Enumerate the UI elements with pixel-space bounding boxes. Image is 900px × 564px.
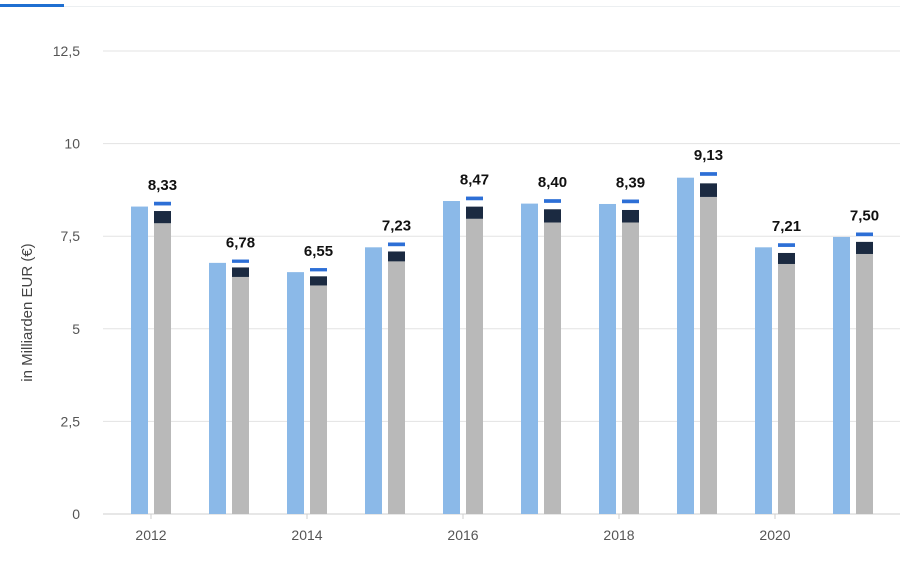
bar-stack-segment[interactable] (310, 285, 327, 514)
bar-stack-segment[interactable] (700, 175, 717, 184)
top-divider (0, 6, 900, 7)
bar-left[interactable] (365, 247, 382, 514)
x-tick-label: 2012 (135, 527, 166, 543)
data-label: 7,23 (382, 217, 411, 234)
bar-stack-segment[interactable] (154, 205, 171, 212)
bar-stack-segment[interactable] (778, 263, 795, 514)
x-tick-label: 2016 (447, 527, 478, 543)
bar-stack-segment[interactable] (310, 271, 327, 277)
bar-stack-segment[interactable] (388, 242, 405, 247)
x-tick-label: 2014 (291, 527, 322, 543)
data-label: 6,55 (304, 243, 333, 260)
bar-stack-segment[interactable] (388, 251, 405, 262)
y-tick-label: 12,5 (53, 43, 80, 59)
bar-stack-segment[interactable] (700, 183, 717, 197)
bar-stack-segment[interactable] (856, 241, 873, 254)
bar-stack-segment[interactable] (232, 259, 249, 263)
data-label: 7,50 (850, 207, 879, 224)
bar-stack-segment[interactable] (856, 253, 873, 515)
bar-stack-segment[interactable] (466, 218, 483, 514)
bar-left[interactable] (755, 247, 772, 514)
data-label: 7,21 (772, 218, 801, 235)
bar-stack-segment[interactable] (388, 261, 405, 514)
bar-stack-segment[interactable] (544, 199, 561, 203)
active-tab-indicator[interactable] (0, 4, 64, 7)
bar-stack-segment[interactable] (466, 196, 483, 201)
bar-stack-segment[interactable] (310, 268, 327, 272)
bar-left[interactable] (599, 203, 616, 514)
bar-stack-segment[interactable] (778, 243, 795, 247)
bar-left[interactable] (521, 203, 538, 514)
bar-stack-segment[interactable] (700, 172, 717, 176)
bar-stack-segment[interactable] (856, 236, 873, 242)
bar-stack-segment[interactable] (622, 199, 639, 204)
bar-stack-segment[interactable] (232, 276, 249, 514)
bar-left[interactable] (287, 272, 304, 514)
y-tick-label: 0 (72, 506, 80, 522)
bar-stack-segment[interactable] (154, 211, 171, 224)
bar-stack-segment[interactable] (778, 246, 795, 253)
bar-stack-segment[interactable] (544, 222, 561, 515)
bar-stack-segment[interactable] (856, 232, 873, 237)
bar-stack-segment[interactable] (466, 200, 483, 207)
y-tick-label: 5 (72, 321, 80, 337)
bar-stack-segment[interactable] (388, 246, 405, 252)
bar-stack-segment[interactable] (700, 196, 717, 514)
bar-stack-segment[interactable] (310, 276, 327, 286)
y-tick-label: 10 (64, 136, 80, 152)
bar-stack-segment[interactable] (544, 202, 561, 210)
bar-stack-segment[interactable] (154, 223, 171, 514)
bar-left[interactable] (209, 262, 226, 514)
x-tick-label: 2018 (603, 527, 634, 543)
bar-stack-segment[interactable] (778, 252, 795, 264)
y-tick-label: 7,5 (61, 228, 81, 244)
bar-left[interactable] (833, 236, 850, 514)
data-label: 6,78 (226, 235, 255, 252)
bar-stack-segment[interactable] (232, 267, 249, 277)
x-tick-label: 2020 (759, 527, 790, 543)
bar-stack-segment[interactable] (622, 209, 639, 223)
bar-stack-segment[interactable] (154, 201, 171, 206)
y-tick-label: 2,5 (61, 413, 81, 429)
data-label: 8,33 (148, 177, 177, 194)
y-axis-label: in Milliarden EUR (€) (19, 243, 36, 381)
bar-left[interactable] (443, 201, 460, 514)
bar-stack-segment[interactable] (544, 209, 561, 223)
data-label: 8,39 (616, 175, 645, 192)
bar-left[interactable] (131, 206, 148, 514)
data-label: 8,47 (460, 172, 489, 189)
bar-left[interactable] (677, 177, 694, 514)
data-label: 9,13 (694, 147, 723, 164)
data-label: 8,40 (538, 174, 567, 191)
bar-stack-segment[interactable] (622, 222, 639, 515)
bar-stack-segment[interactable] (622, 203, 639, 210)
bar-stack-segment[interactable] (232, 262, 249, 268)
bar-stack-segment[interactable] (466, 206, 483, 219)
